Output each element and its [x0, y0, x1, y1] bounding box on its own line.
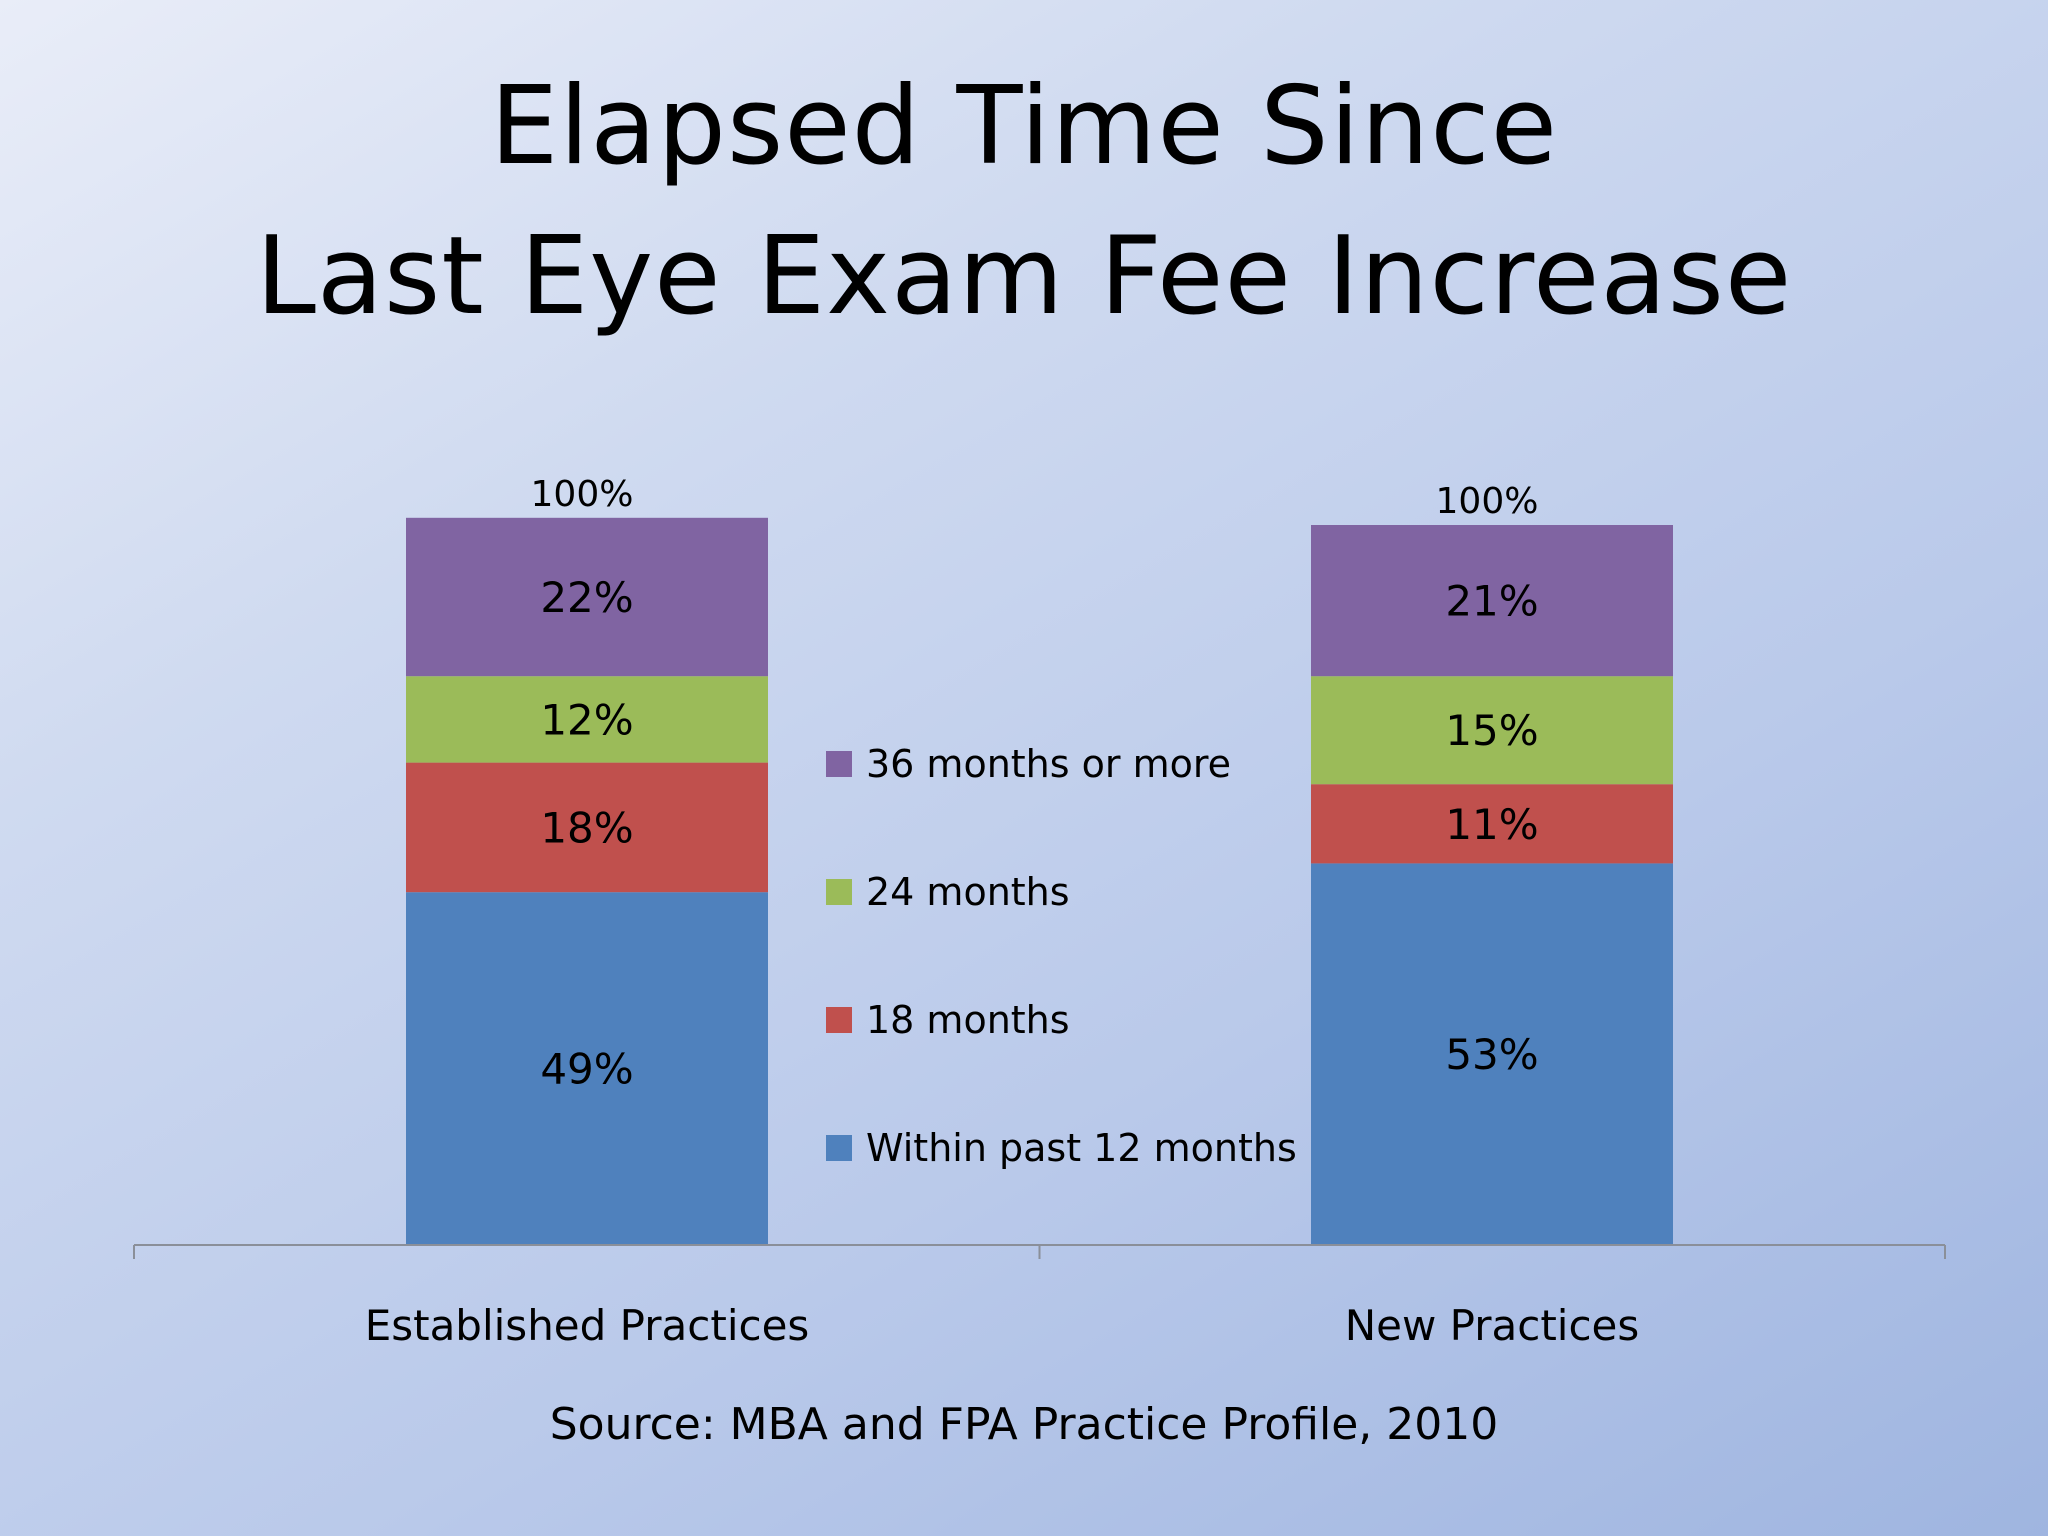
bar-established-practices-within-past-12-months	[406, 892, 768, 1245]
bar-established-practices-18-months	[406, 762, 768, 893]
category-label-established-practices: Established Practices	[365, 1301, 810, 1350]
data-label-new-practices-18-months: 11%	[1445, 800, 1538, 849]
legend-swatch	[826, 751, 852, 777]
title-line-1: Elapsed Time Since	[489, 64, 1559, 189]
legend-swatch	[826, 1135, 852, 1161]
data-label-new-practices-36-months-or-more: 21%	[1445, 577, 1538, 626]
data-label-established-practices-36-months-or-more: 22%	[540, 573, 633, 622]
bar-established-practices-36-months-or-more	[406, 517, 768, 677]
bar-new-practices-36-months-or-more	[1311, 525, 1673, 677]
total-label-established-practices: 100%	[531, 474, 634, 515]
legend-label: 18 months	[866, 998, 1070, 1042]
data-label-established-practices-18-months: 18%	[540, 803, 633, 852]
bar-new-practices-within-past-12-months	[1311, 863, 1673, 1245]
source-note: Source: MBA and FPA Practice Profile, 20…	[549, 1399, 1499, 1450]
data-label-new-practices-within-past-12-months: 53%	[1445, 1030, 1538, 1079]
bar-established-practices-24-months	[406, 676, 768, 763]
legend-item-24-months: 24 months	[826, 828, 1297, 956]
legend-swatch	[826, 1007, 852, 1033]
legend-item-18-months: 18 months	[826, 956, 1297, 1084]
bar-new-practices-24-months	[1311, 676, 1673, 785]
title-line-2: Last Eye Exam Fee Increase	[255, 214, 1793, 339]
total-label-new-practices: 100%	[1436, 481, 1539, 522]
chart-legend: 36 months or more 24 months 18 months Withi…	[826, 700, 1297, 1212]
legend-item-36-months-or-more: 36 months or more	[826, 700, 1297, 828]
legend-item-within-past-12-months: Within past 12 months	[826, 1084, 1297, 1212]
category-label-new-practices: New Practices	[1345, 1301, 1640, 1350]
bar-new-practices-18-months	[1311, 784, 1673, 864]
legend-label: 24 months	[866, 870, 1070, 914]
data-label-new-practices-24-months: 15%	[1445, 706, 1538, 755]
data-label-established-practices-within-past-12-months: 49%	[540, 1045, 633, 1094]
legend-swatch	[826, 879, 852, 905]
slide-title: Elapsed Time Since Last Eye Exam Fee Inc…	[0, 52, 2048, 352]
legend-label: Within past 12 months	[866, 1126, 1297, 1170]
data-label-established-practices-24-months: 12%	[540, 695, 633, 744]
legend-label: 36 months or more	[866, 742, 1232, 786]
